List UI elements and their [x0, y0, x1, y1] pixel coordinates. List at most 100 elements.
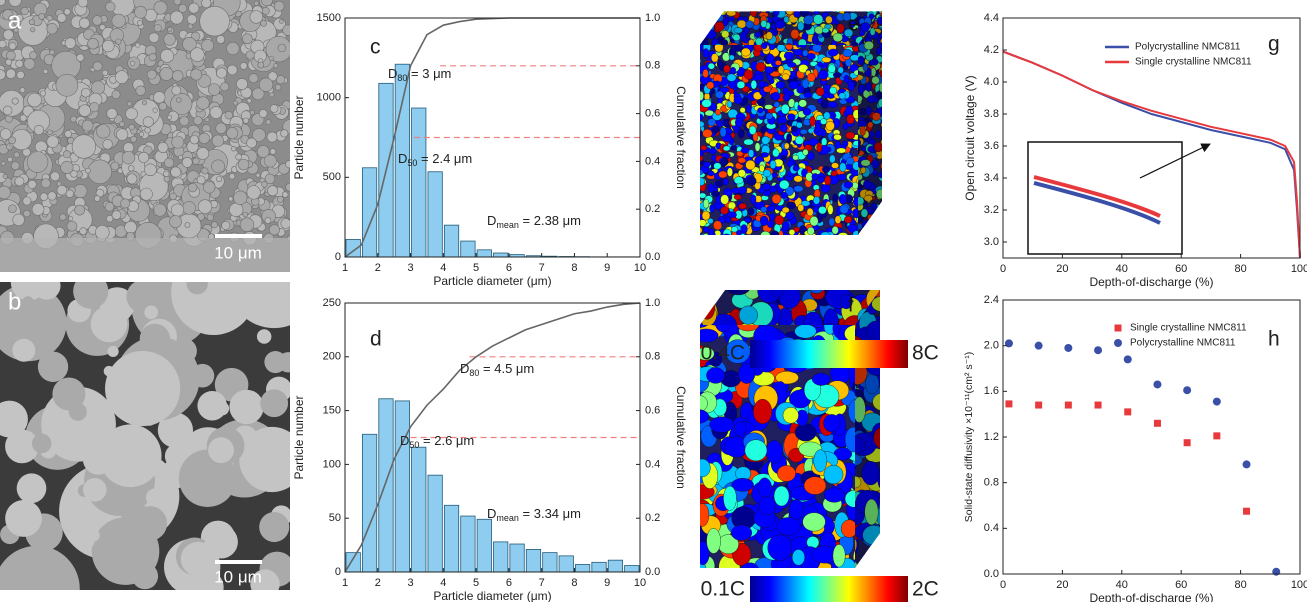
grain [866, 227, 872, 236]
grain [882, 44, 887, 51]
grain [824, 235, 831, 242]
grain [747, 235, 753, 240]
grain [789, 236, 794, 243]
grain [698, 12, 708, 18]
grain [700, 144, 708, 151]
grain [882, 82, 890, 89]
grain [855, 235, 860, 242]
particle [153, 203, 167, 217]
grain [700, 125, 702, 134]
particle [201, 167, 209, 175]
particle [229, 389, 264, 425]
particle [64, 130, 73, 138]
particle [126, 282, 161, 314]
grain [711, 53, 719, 63]
grain [812, 196, 821, 205]
particle [170, 166, 182, 178]
particle [267, 71, 278, 82]
grain [795, 45, 802, 48]
grain [790, 125, 798, 133]
cube-e [698, 3, 890, 243]
particle [193, 115, 203, 126]
grain [702, 161, 711, 168]
particle [102, 39, 115, 53]
grain [793, 185, 804, 193]
grain [788, 80, 799, 90]
particle [19, 87, 26, 94]
grain [738, 202, 747, 210]
grain [702, 129, 713, 138]
grain [832, 32, 843, 42]
particle [159, 67, 174, 81]
particle [246, 98, 252, 104]
grain [760, 6, 767, 11]
grain [857, 136, 858, 145]
particle [257, 61, 265, 69]
particle [273, 63, 279, 69]
grain [818, 69, 829, 80]
grain [860, 233, 868, 243]
grain [700, 18, 708, 26]
particle [5, 429, 39, 464]
grain [860, 22, 871, 33]
particle [14, 176, 25, 187]
grain [823, 111, 831, 120]
grain [713, 162, 722, 170]
grain [863, 234, 870, 242]
grain [777, 5, 784, 12]
particle [220, 82, 230, 92]
particle [251, 87, 265, 101]
grain [865, 233, 872, 240]
grain [883, 68, 890, 76]
grain [838, 4, 843, 11]
grain [798, 38, 807, 45]
particle [182, 37, 197, 52]
grain [791, 3, 801, 11]
grain [750, 79, 757, 90]
grain [769, 160, 777, 169]
particle [32, 282, 61, 300]
grain [762, 183, 772, 191]
grain [700, 91, 704, 101]
grain [754, 142, 761, 152]
grain [869, 223, 876, 229]
particle [276, 195, 284, 203]
grain [818, 206, 827, 215]
grain [814, 122, 821, 133]
grain [735, 117, 744, 128]
grain [743, 69, 754, 80]
particle [163, 175, 171, 183]
grain [828, 236, 835, 243]
particle [252, 128, 266, 142]
grain [815, 41, 824, 45]
particle [224, 110, 233, 120]
grain [869, 234, 875, 236]
grain [809, 115, 816, 127]
grain [780, 155, 787, 161]
grain [843, 11, 853, 13]
particle [0, 39, 7, 49]
particle [23, 58, 36, 70]
grain [702, 48, 710, 58]
grain [774, 6, 780, 12]
grain [743, 138, 754, 146]
grain [837, 173, 847, 181]
grain [838, 194, 847, 205]
grain [780, 103, 790, 115]
grain [726, 11, 737, 17]
particle [268, 55, 274, 62]
particle [111, 210, 122, 220]
grain [711, 38, 720, 45]
particle [235, 153, 243, 161]
grain [736, 80, 746, 89]
particle [228, 173, 236, 180]
particle [73, 282, 109, 309]
grain [719, 126, 727, 138]
grain [713, 220, 722, 231]
grain [736, 229, 742, 235]
grain [882, 227, 888, 232]
grain [707, 183, 715, 193]
grain [820, 118, 828, 125]
particle [208, 437, 234, 464]
grain [753, 236, 762, 242]
